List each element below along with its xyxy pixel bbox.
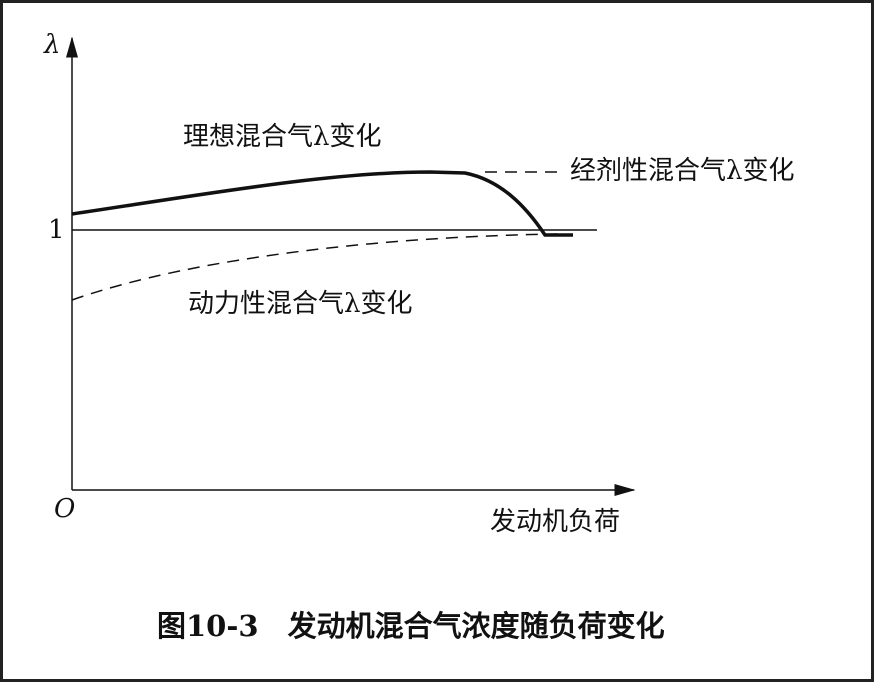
power-label: 动力性混合气λ变化 — [188, 289, 412, 319]
power-curve — [71, 233, 561, 301]
y-mark: 1 — [48, 215, 65, 245]
economy-label: 经剂性混合气λ变化 — [570, 156, 794, 186]
caption: 图10-3 发动机混合气浓度随负荷变化 — [157, 609, 665, 643]
y-label: λ — [43, 30, 60, 60]
ideal-curve — [71, 170, 573, 237]
origin: O — [54, 494, 75, 524]
ideal-label: 理想混合气λ变化 — [183, 122, 381, 152]
x-label: 发动机负荷 — [490, 507, 620, 537]
